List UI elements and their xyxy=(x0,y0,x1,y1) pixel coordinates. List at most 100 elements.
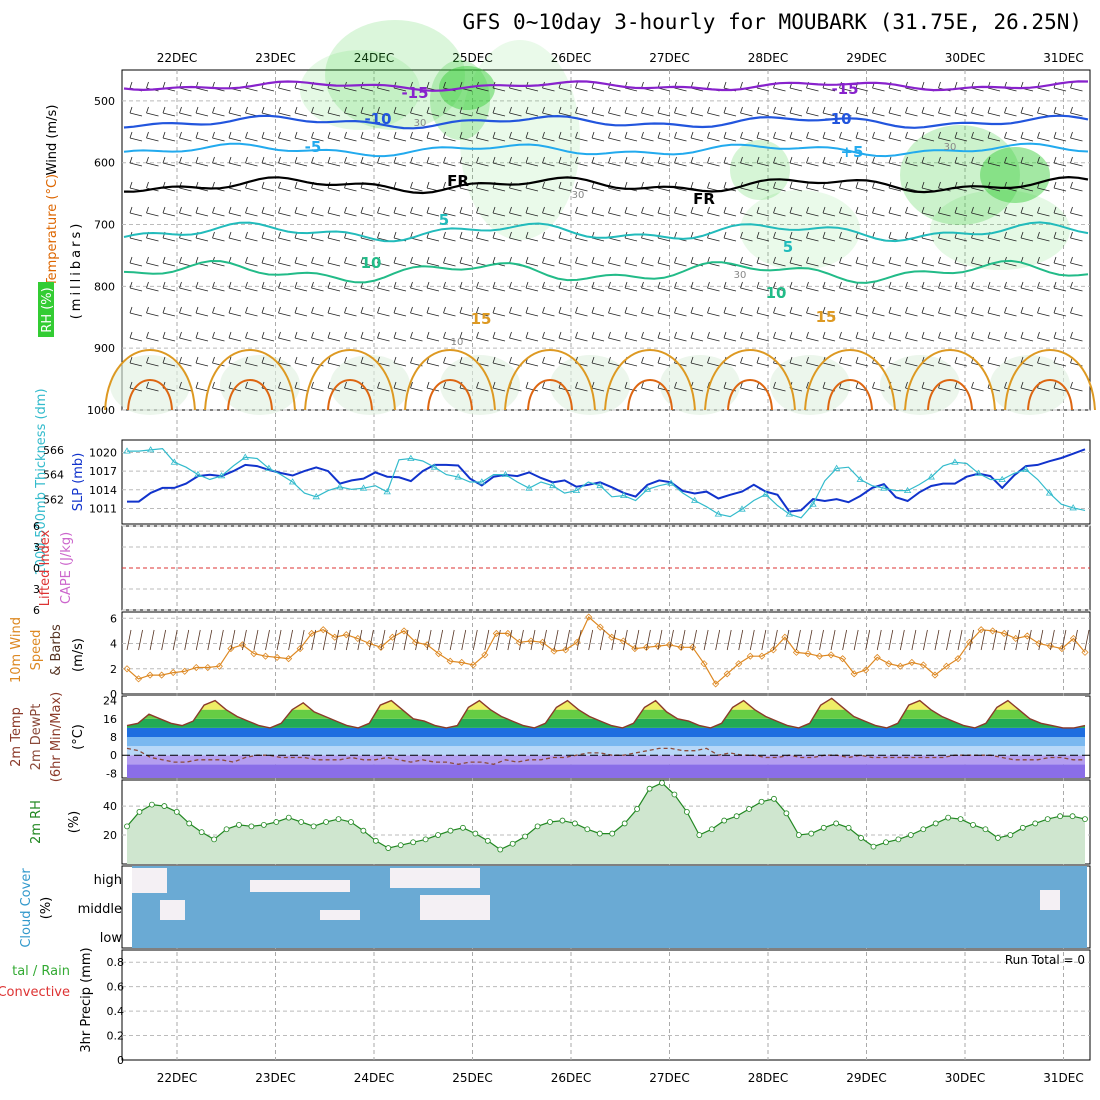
wind-barb xyxy=(905,331,918,342)
temp-color-band xyxy=(127,737,1085,747)
wind-barb-10m xyxy=(865,629,871,651)
wind-speed-marker xyxy=(665,641,674,649)
barb-staff xyxy=(756,287,770,292)
barb-flag xyxy=(756,231,760,239)
barb-staff xyxy=(1020,112,1034,117)
wind-barb xyxy=(360,256,374,267)
wind-barb xyxy=(212,156,225,167)
barb-staff xyxy=(509,387,522,392)
barb-staff xyxy=(426,162,440,167)
barb-flag xyxy=(773,331,776,339)
wind-barb xyxy=(954,156,968,167)
rh-marker xyxy=(1057,813,1064,820)
barb-staff xyxy=(575,87,588,92)
barb-staff xyxy=(723,287,737,292)
barb-flag xyxy=(921,206,925,214)
barb-flag xyxy=(971,256,974,264)
barb-staff xyxy=(294,287,308,292)
wind-speed-marker xyxy=(492,629,500,638)
wind-barb xyxy=(245,131,258,142)
barb-staff xyxy=(773,312,786,317)
wind-barb xyxy=(459,331,473,342)
wind-barb xyxy=(129,381,143,392)
date-label-top: 30DEC xyxy=(945,51,985,65)
barb-flag xyxy=(278,131,281,139)
wind-barb xyxy=(360,331,374,342)
barb-flag xyxy=(278,231,281,239)
wind-barb-10m xyxy=(1073,629,1078,651)
barb-staff xyxy=(674,387,687,392)
cloud-level-label: low xyxy=(100,931,123,946)
wind-barb xyxy=(558,356,572,367)
wind-barb xyxy=(525,231,539,242)
barb-flag xyxy=(773,256,776,264)
wind-barb xyxy=(129,306,143,317)
wind-barb xyxy=(228,81,242,92)
wind-barb xyxy=(179,256,192,267)
wind-barb xyxy=(476,231,489,242)
li-tick: 3 xyxy=(33,541,40,554)
barb-flag xyxy=(855,256,859,264)
rh-marker xyxy=(970,821,976,828)
barb-flag xyxy=(1004,156,1007,164)
wind-barb xyxy=(179,231,192,242)
wind-barb xyxy=(971,306,984,317)
barb-flag xyxy=(377,281,380,289)
barb-staff xyxy=(756,87,770,92)
ylabel-rh-unit: (%) xyxy=(67,811,82,834)
wind-barb xyxy=(179,206,192,217)
wind-barb xyxy=(888,131,902,142)
barb-staff xyxy=(360,287,374,292)
wind-barb-10m xyxy=(126,629,132,651)
barb-flag xyxy=(212,131,215,139)
wind-barb-10m xyxy=(368,629,374,651)
barb-staff xyxy=(509,312,522,317)
barb-staff xyxy=(162,287,176,292)
rh-marker xyxy=(870,843,877,850)
rh-marker xyxy=(410,839,417,846)
precip-frame xyxy=(121,949,1091,1061)
barb-staff xyxy=(542,187,555,192)
barb-staff xyxy=(773,262,786,267)
rh-marker xyxy=(920,826,927,833)
rh-marker xyxy=(310,823,317,830)
wind-barb xyxy=(1053,231,1067,242)
barb-flag xyxy=(344,306,347,314)
rh-marker xyxy=(845,824,852,831)
barb-flag xyxy=(558,231,562,239)
wind-barb xyxy=(1070,181,1083,192)
cloud-cover-area xyxy=(132,866,1087,948)
barb-flag xyxy=(476,306,479,314)
barb-staff xyxy=(195,212,209,217)
barb-staff xyxy=(723,112,737,117)
wind-barb xyxy=(261,331,275,342)
wind-barb xyxy=(377,281,390,292)
barb-staff xyxy=(129,112,143,117)
barb-staff xyxy=(344,112,357,117)
rh-marker xyxy=(621,820,628,827)
date-label-top: 22DEC xyxy=(157,51,197,65)
barb-flag xyxy=(905,106,908,114)
wind-barb xyxy=(146,381,159,392)
barb-staff xyxy=(855,337,869,342)
barb-flag xyxy=(212,281,215,289)
wind-barb xyxy=(459,231,473,242)
barb-staff xyxy=(740,262,753,267)
barb-flag xyxy=(492,256,496,264)
barb-staff xyxy=(443,262,456,267)
wind-barb xyxy=(905,306,918,317)
barb-staff xyxy=(1037,162,1050,167)
wind-barb xyxy=(707,306,720,317)
wind-barb xyxy=(954,131,968,142)
wind-barb xyxy=(921,381,935,392)
barb-staff xyxy=(212,137,225,142)
contour-label: FR xyxy=(693,190,715,208)
wind-barb xyxy=(987,156,1001,167)
wind-barb xyxy=(723,306,737,317)
barb-staff xyxy=(591,262,605,267)
barb-flag xyxy=(294,106,298,114)
thickness-marker xyxy=(809,500,817,507)
barb-staff xyxy=(888,287,902,292)
barb-flag xyxy=(261,331,265,339)
thickness-marker xyxy=(714,510,723,517)
